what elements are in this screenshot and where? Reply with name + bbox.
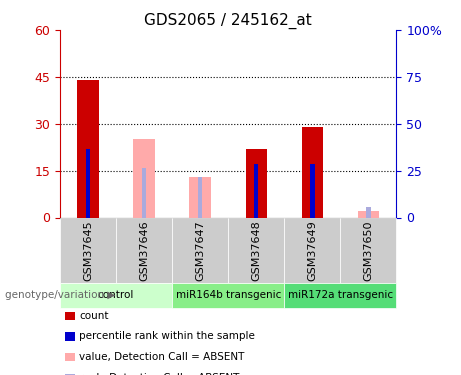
Bar xyxy=(301,127,323,218)
Text: GSM37647: GSM37647 xyxy=(195,220,205,280)
Bar xyxy=(198,177,202,218)
Bar xyxy=(133,140,155,218)
Bar xyxy=(254,164,259,218)
Text: percentile rank within the sample: percentile rank within the sample xyxy=(79,332,255,341)
Text: miR164b transgenic: miR164b transgenic xyxy=(176,290,281,300)
Text: GSM37648: GSM37648 xyxy=(251,220,261,280)
Text: GSM37646: GSM37646 xyxy=(139,220,149,280)
Text: count: count xyxy=(79,311,109,321)
Text: GSM37645: GSM37645 xyxy=(83,220,93,280)
Bar xyxy=(142,168,146,217)
Bar xyxy=(366,207,371,218)
Text: rank, Detection Call = ABSENT: rank, Detection Call = ABSENT xyxy=(79,373,240,375)
Text: GSM37649: GSM37649 xyxy=(307,220,317,280)
Bar xyxy=(86,149,90,217)
Text: value, Detection Call = ABSENT: value, Detection Call = ABSENT xyxy=(79,352,245,362)
Bar xyxy=(189,177,211,218)
Text: control: control xyxy=(98,290,134,300)
Bar xyxy=(246,149,267,217)
Text: miR172a transgenic: miR172a transgenic xyxy=(288,290,393,300)
Text: genotype/variation ▶: genotype/variation ▶ xyxy=(5,290,115,300)
Bar xyxy=(358,211,379,217)
Bar xyxy=(310,164,314,218)
Title: GDS2065 / 245162_at: GDS2065 / 245162_at xyxy=(144,12,312,28)
Text: GSM37650: GSM37650 xyxy=(363,220,373,280)
Bar xyxy=(77,80,99,218)
